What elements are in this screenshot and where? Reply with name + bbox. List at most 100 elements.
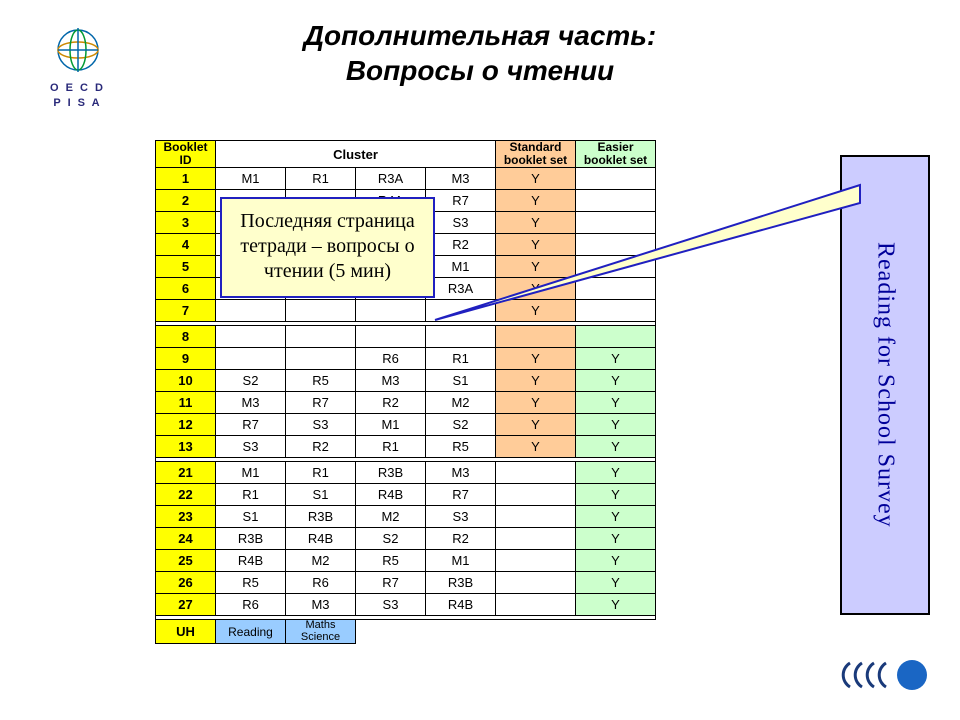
cell-cluster: R3B [216, 528, 286, 550]
cell-cluster: M3 [426, 168, 496, 190]
table-row: 1M1R1R3AM3Y [156, 168, 656, 190]
cell-easier [576, 278, 656, 300]
cell-standard: Y [496, 370, 576, 392]
cell-uh-maths-science: MathsScience [286, 620, 356, 644]
cell-standard [496, 484, 576, 506]
cell-cluster: M2 [356, 506, 426, 528]
cell-easier: Y [576, 506, 656, 528]
table-row: 27R6M3S3R4BY [156, 594, 656, 616]
cell-cluster: M1 [216, 462, 286, 484]
cell-cluster: R2 [426, 234, 496, 256]
uh-row: UHReadingMathsScience [156, 620, 656, 644]
cell-standard: Y [496, 436, 576, 458]
cell-standard: Y [496, 234, 576, 256]
cell-booklet-id: 25 [156, 550, 216, 572]
table-row: 21M1R1R3BM3Y [156, 462, 656, 484]
cell-standard: Y [496, 414, 576, 436]
table-row: 23S1R3BM2S3Y [156, 506, 656, 528]
table-row: 26R5R6R7R3BY [156, 572, 656, 594]
cell-cluster: R5 [356, 550, 426, 572]
cell-cluster: S2 [356, 528, 426, 550]
cell-cluster [286, 348, 356, 370]
cell-booklet-id: 7 [156, 300, 216, 322]
cell-cluster: S3 [426, 212, 496, 234]
title-line2: Вопросы о чтении [0, 53, 960, 88]
cell-cluster: R2 [356, 392, 426, 414]
cell-booklet-id: 21 [156, 462, 216, 484]
cell-cluster: M1 [216, 168, 286, 190]
cell-cluster: S3 [286, 414, 356, 436]
cell-cluster: M1 [426, 256, 496, 278]
cell-cluster: M2 [286, 550, 356, 572]
cell-easier: Y [576, 572, 656, 594]
cell-cluster [426, 326, 496, 348]
table-row: 25R4BM2R5M1 Y [156, 550, 656, 572]
cell-standard: Y [496, 392, 576, 414]
cell-cluster: R3B [356, 462, 426, 484]
logo-line1: O E C D [35, 82, 120, 95]
cell-standard: Y [496, 348, 576, 370]
cell-cluster [356, 326, 426, 348]
cell-cluster [216, 326, 286, 348]
cell-cluster: S1 [286, 484, 356, 506]
cell-booklet-id: 8 [156, 326, 216, 348]
cell-easier: Y [576, 484, 656, 506]
cell-booklet-id: 22 [156, 484, 216, 506]
cell-easier: Y [576, 550, 656, 572]
cell-easier [576, 300, 656, 322]
cell-cluster: S1 [426, 370, 496, 392]
cell-cluster: R4B [426, 594, 496, 616]
cell-cluster: R6 [356, 348, 426, 370]
cell-standard: Y [496, 212, 576, 234]
cell-booklet-id: 24 [156, 528, 216, 550]
footer-oecd-logo [840, 655, 930, 700]
cell-cluster: S1 [216, 506, 286, 528]
cell-cluster: M1 [426, 550, 496, 572]
cell-easier [576, 234, 656, 256]
cell-booklet-id: 4 [156, 234, 216, 256]
cell-cluster: R3A [356, 168, 426, 190]
cell-cluster: R3A [426, 278, 496, 300]
cell-cluster: R7 [426, 190, 496, 212]
cell-cluster: R7 [286, 392, 356, 414]
cell-cluster: R4B [216, 550, 286, 572]
cell-cluster: S2 [216, 370, 286, 392]
cell-standard: Y [496, 168, 576, 190]
cell-booklet-id: 13 [156, 436, 216, 458]
cell-cluster: R1 [286, 462, 356, 484]
cell-easier: Y [576, 594, 656, 616]
cell-cluster: R6 [286, 572, 356, 594]
cell-cluster: R5 [426, 436, 496, 458]
cell-cluster: S2 [426, 414, 496, 436]
th-standard: Standard booklet set [496, 141, 576, 168]
table-row: 13S3R2R1R5YY [156, 436, 656, 458]
cell-cluster: R1 [286, 168, 356, 190]
table-row: 9R6R1YY [156, 348, 656, 370]
cell-booklet-id: 23 [156, 506, 216, 528]
cell-standard: Y [496, 300, 576, 322]
cell-easier: Y [576, 414, 656, 436]
callout-text: Последняя страница тетради – вопросы о ч… [240, 210, 414, 282]
reading-survey-panel: Reading for School Survey [840, 155, 930, 615]
cell-easier: Y [576, 348, 656, 370]
cell-cluster: S3 [216, 436, 286, 458]
cell-empty [576, 620, 656, 644]
cell-cluster: M3 [426, 462, 496, 484]
table-row: 7Y [156, 300, 656, 322]
cell-uh-id: UH [156, 620, 216, 644]
cell-cluster: R5 [286, 370, 356, 392]
cell-cluster [356, 300, 426, 322]
cell-standard [496, 462, 576, 484]
cell-booklet-id: 3 [156, 212, 216, 234]
cell-easier: Y [576, 392, 656, 414]
cell-booklet-id: 2 [156, 190, 216, 212]
table-row: 11M3R7R2M2YY [156, 392, 656, 414]
table-row: 8 [156, 326, 656, 348]
cell-cluster: R5 [216, 572, 286, 594]
cell-standard: Y [496, 256, 576, 278]
cell-standard [496, 506, 576, 528]
cell-booklet-id: 5 [156, 256, 216, 278]
cell-cluster: M3 [286, 594, 356, 616]
cell-cluster: R1 [426, 348, 496, 370]
callout-box: Последняя страница тетради – вопросы о ч… [220, 197, 435, 298]
